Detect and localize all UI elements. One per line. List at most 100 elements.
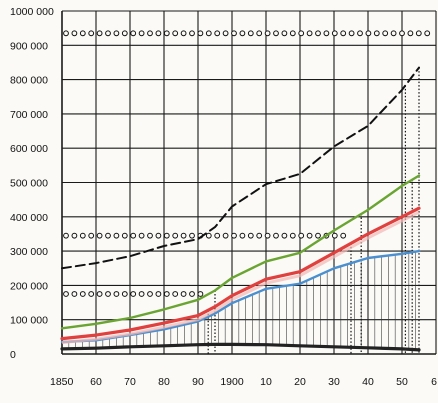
reference-circle xyxy=(130,30,137,37)
reference-circle xyxy=(163,30,170,37)
reference-circle xyxy=(180,30,187,37)
reference-circle xyxy=(306,30,313,37)
x-tick-label: 6 xyxy=(431,376,437,388)
reference-circle xyxy=(147,291,153,297)
reference-circle xyxy=(121,30,128,37)
y-tick-label: 800 000 xyxy=(10,75,48,87)
reference-circle xyxy=(155,291,162,297)
reference-circle xyxy=(298,232,305,239)
reference-circle xyxy=(222,30,229,37)
y-tick-label: 900 000 xyxy=(10,40,48,52)
reference-circle xyxy=(415,30,422,37)
reference-circle xyxy=(222,232,229,239)
reference-circle xyxy=(407,30,414,37)
reference-circle xyxy=(273,30,279,37)
reference-circle xyxy=(189,232,195,239)
reference-circle xyxy=(340,232,347,239)
reference-circle xyxy=(105,30,111,37)
reference-circle xyxy=(96,291,103,297)
reference-circle xyxy=(348,30,355,37)
reference-circle xyxy=(88,30,95,37)
reference-circle xyxy=(79,232,86,239)
reference-circle xyxy=(331,232,338,239)
x-tick-label: 1850 xyxy=(50,376,74,388)
reference-circle xyxy=(298,30,305,37)
reference-circle xyxy=(172,30,179,37)
series-line xyxy=(60,206,421,341)
reference-circle xyxy=(163,232,170,239)
reference-circle xyxy=(264,232,271,239)
reference-circle xyxy=(323,30,330,37)
reference-circle xyxy=(155,232,162,239)
reference-circle xyxy=(239,232,246,239)
reference-circle xyxy=(130,291,137,297)
reference-circle xyxy=(88,232,95,239)
reference-circle xyxy=(96,232,103,239)
reference-circle xyxy=(121,291,128,297)
y-tick-label: 300 000 xyxy=(10,246,48,258)
reference-circle xyxy=(180,291,187,297)
reference-circle xyxy=(289,232,296,239)
x-tick-label: 10 xyxy=(260,376,272,388)
reference-circle xyxy=(424,30,431,37)
reference-circle xyxy=(138,30,145,37)
x-tick-label: 70 xyxy=(124,376,136,388)
reference-circle xyxy=(138,291,145,297)
reference-circle xyxy=(79,30,86,37)
reference-circle xyxy=(197,291,204,297)
reference-circle xyxy=(155,30,162,37)
reference-circle xyxy=(172,232,179,239)
reference-circle xyxy=(63,30,69,37)
reference-circle xyxy=(382,30,389,37)
reference-circle xyxy=(113,232,120,239)
reference-circle xyxy=(163,291,170,297)
series-line xyxy=(60,174,421,330)
reference-circle xyxy=(340,30,347,37)
reference-circle xyxy=(113,291,120,297)
x-tick-label: 20 xyxy=(294,376,306,388)
reference-circle xyxy=(281,232,288,239)
reference-circle xyxy=(214,30,221,37)
reference-circle xyxy=(214,232,221,239)
reference-circle xyxy=(147,30,153,37)
y-tick-label: 100 000 xyxy=(10,315,48,327)
reference-circle xyxy=(373,30,380,37)
reference-circle-rows xyxy=(63,30,431,297)
y-tick-label: 200 000 xyxy=(10,280,48,292)
reference-circle xyxy=(231,232,237,239)
x-tick-label: 40 xyxy=(362,376,374,388)
x-tick-label: 80 xyxy=(158,376,170,388)
x-tick-label: 1900 xyxy=(220,376,244,388)
reference-circle xyxy=(96,30,103,37)
x-tick-label: 30 xyxy=(328,376,340,388)
reference-circle xyxy=(256,30,263,37)
reference-circle xyxy=(281,30,288,37)
reference-circle xyxy=(71,232,78,239)
reference-circle xyxy=(113,30,120,37)
grid-lines xyxy=(61,10,437,355)
reference-circle xyxy=(147,232,153,239)
x-tick-label: 90 xyxy=(192,376,204,388)
reference-circle xyxy=(247,30,254,37)
y-tick-label: 600 000 xyxy=(10,143,48,155)
series-line-shadow xyxy=(61,210,420,345)
y-tick-label: 700 000 xyxy=(10,109,48,121)
reference-circle xyxy=(105,232,111,239)
reference-circle xyxy=(71,30,78,37)
reference-circle xyxy=(306,232,313,239)
reference-circle xyxy=(390,30,397,37)
reference-circle xyxy=(189,30,195,37)
reference-circle xyxy=(239,30,246,37)
reference-circle xyxy=(247,232,254,239)
reference-circle xyxy=(273,232,279,239)
reference-circle xyxy=(189,291,195,297)
reference-circle xyxy=(79,291,86,297)
reference-circle xyxy=(365,30,372,37)
reference-circle xyxy=(205,232,212,239)
series-line xyxy=(61,66,420,270)
reference-circle xyxy=(315,232,321,239)
reference-circle xyxy=(197,30,204,37)
reference-circle xyxy=(121,232,128,239)
reference-circle xyxy=(289,30,296,37)
